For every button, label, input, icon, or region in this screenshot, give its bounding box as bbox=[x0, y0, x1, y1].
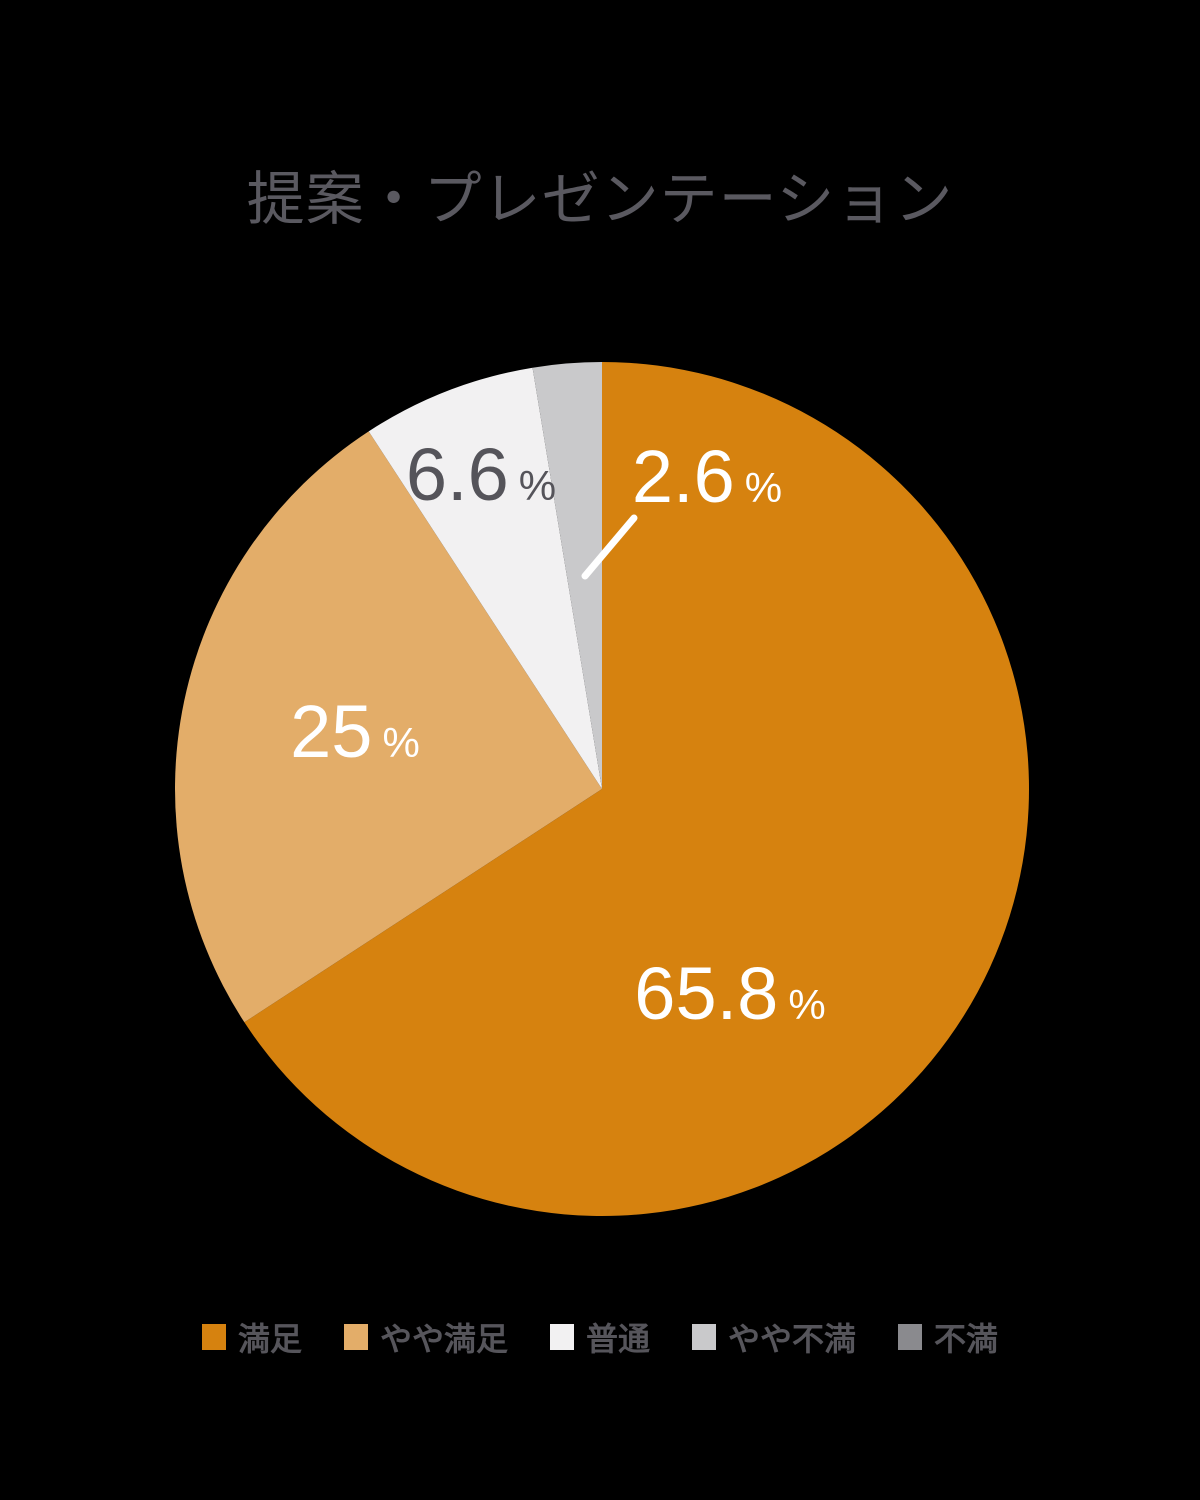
slice-value-label-2: 25% bbox=[290, 690, 420, 773]
legend: 満足 やや満足 普通 やや不満 不満 bbox=[0, 1314, 1200, 1360]
legend-item-2: やや満足 bbox=[343, 1314, 508, 1360]
legend-label: やや満足 bbox=[379, 1321, 508, 1357]
legend-label: やや不満 bbox=[728, 1321, 857, 1357]
legend-swatch bbox=[549, 1324, 574, 1350]
chart-title: 提案・プレゼンテーション bbox=[246, 167, 954, 232]
legend-label: 不満 bbox=[934, 1321, 999, 1357]
legend-label: 普通 bbox=[585, 1321, 650, 1357]
label-leader-line bbox=[581, 514, 638, 580]
pie-slice-3 bbox=[368, 367, 602, 789]
legend-swatch bbox=[898, 1324, 923, 1350]
legend-item-3: 普通 bbox=[549, 1314, 650, 1360]
legend-swatch bbox=[692, 1324, 716, 1350]
legend-item-4: やや不満 bbox=[692, 1314, 856, 1360]
legend-swatch bbox=[343, 1324, 368, 1350]
slice-value-label-3: 6.6% bbox=[406, 433, 556, 516]
legend-label: 満足 bbox=[237, 1321, 302, 1357]
legend-item-1: 満足 bbox=[201, 1314, 302, 1360]
slice-value-label-1: 65.8% bbox=[634, 952, 825, 1035]
slice-value-label-4: 2.6% bbox=[632, 435, 782, 518]
pie-slice-1 bbox=[244, 362, 1030, 1216]
pie-slice-4 bbox=[532, 362, 602, 789]
legend-item-5: 不満 bbox=[898, 1314, 998, 1360]
legend-swatch bbox=[201, 1324, 226, 1350]
pie-slice-2 bbox=[175, 431, 602, 1023]
